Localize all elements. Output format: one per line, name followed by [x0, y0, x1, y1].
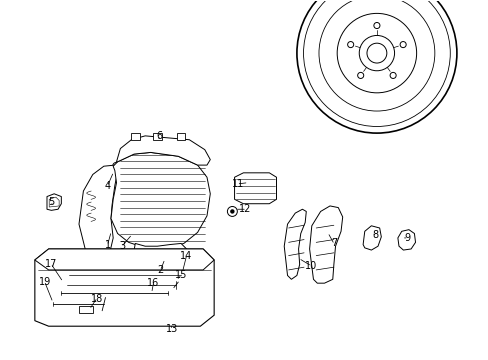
Circle shape — [230, 209, 234, 213]
Polygon shape — [177, 133, 185, 140]
Text: 3: 3 — [119, 241, 125, 251]
Polygon shape — [309, 206, 342, 283]
Text: 2: 2 — [157, 265, 163, 275]
Text: 1: 1 — [104, 239, 110, 249]
Polygon shape — [79, 306, 93, 313]
Polygon shape — [234, 173, 276, 204]
Text: 5: 5 — [48, 197, 55, 207]
Polygon shape — [35, 249, 214, 326]
Polygon shape — [363, 226, 381, 250]
Polygon shape — [397, 230, 415, 250]
Text: 7: 7 — [330, 238, 336, 248]
Text: 16: 16 — [147, 278, 159, 288]
Polygon shape — [153, 133, 162, 140]
Polygon shape — [111, 152, 210, 249]
Polygon shape — [47, 194, 61, 210]
Text: 9: 9 — [404, 233, 409, 243]
Polygon shape — [116, 136, 210, 165]
Text: 11: 11 — [231, 179, 244, 189]
Text: 4: 4 — [104, 180, 110, 190]
Text: 6: 6 — [156, 131, 162, 141]
Polygon shape — [134, 243, 186, 267]
Polygon shape — [49, 197, 59, 207]
Polygon shape — [284, 209, 305, 279]
Polygon shape — [131, 133, 140, 140]
Text: 15: 15 — [175, 270, 187, 280]
Text: 13: 13 — [165, 324, 178, 334]
Text: 17: 17 — [45, 260, 58, 269]
Text: 18: 18 — [90, 294, 102, 303]
Text: 10: 10 — [304, 261, 316, 270]
Text: 19: 19 — [39, 277, 51, 287]
Text: 12: 12 — [239, 204, 251, 214]
Polygon shape — [35, 249, 214, 270]
Polygon shape — [79, 165, 118, 261]
Text: 14: 14 — [180, 251, 192, 261]
Text: 8: 8 — [372, 230, 378, 240]
